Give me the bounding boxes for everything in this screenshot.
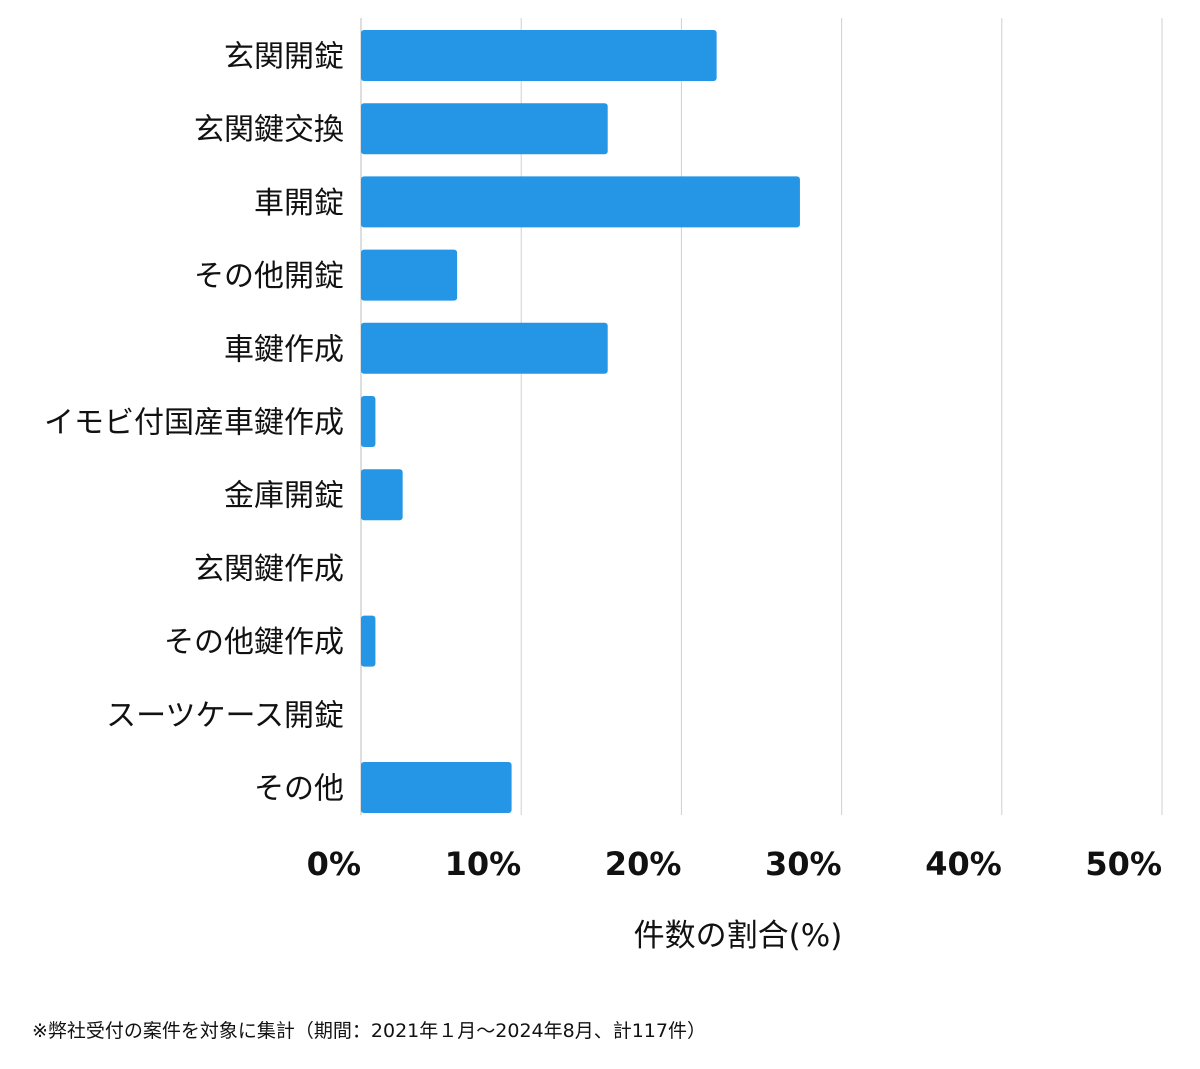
bar-layer — [361, 30, 800, 813]
footnote: ※弊社受付の案件を対象に集計（期間：2021年１月〜2024年8月、計117件） — [32, 1020, 706, 1042]
category-labels: 玄関開錠玄関鍵交換車開錠その他開錠車鍵作成イモビ付国産車鍵作成金庫開錠玄関鍵作成… — [44, 40, 344, 807]
x-tick-label: 20% — [605, 845, 682, 883]
category-label: 金庫開錠 — [224, 479, 344, 514]
bar-chart: 玄関開錠玄関鍵交換車開錠その他開錠車鍵作成イモビ付国産車鍵作成金庫開錠玄関鍵作成… — [44, 18, 1163, 954]
category-label: イモビ付国産車鍵作成 — [44, 406, 344, 441]
bar — [361, 249, 458, 301]
bar — [361, 322, 608, 374]
x-tick-label: 40% — [925, 845, 1002, 883]
bar — [361, 469, 403, 521]
category-label: スーツケース開錠 — [106, 698, 344, 733]
category-label: 玄関開錠 — [224, 40, 344, 75]
bar — [361, 615, 376, 667]
x-tick-label: 50% — [1085, 845, 1162, 883]
bar — [361, 30, 717, 81]
x-tick-label: 0% — [307, 845, 361, 883]
x-tick-label: 30% — [765, 845, 842, 883]
bar — [361, 103, 608, 155]
bar — [361, 176, 800, 228]
x-tick-labels: 0% 10% 20% 30% 40% 50% — [307, 845, 1162, 883]
category-label: 玄関鍵作成 — [194, 552, 344, 587]
category-label: 車鍵作成 — [224, 332, 344, 367]
category-label: その他 — [254, 772, 344, 807]
category-label: その他開錠 — [194, 259, 344, 294]
category-label: 車開錠 — [254, 186, 344, 221]
category-label: その他鍵作成 — [164, 625, 344, 660]
x-axis-title: 件数の割合(%) — [634, 918, 843, 954]
bar — [361, 762, 512, 813]
category-label: 玄関鍵交換 — [194, 113, 344, 148]
x-tick-label: 10% — [445, 845, 522, 883]
bar — [361, 396, 376, 447]
